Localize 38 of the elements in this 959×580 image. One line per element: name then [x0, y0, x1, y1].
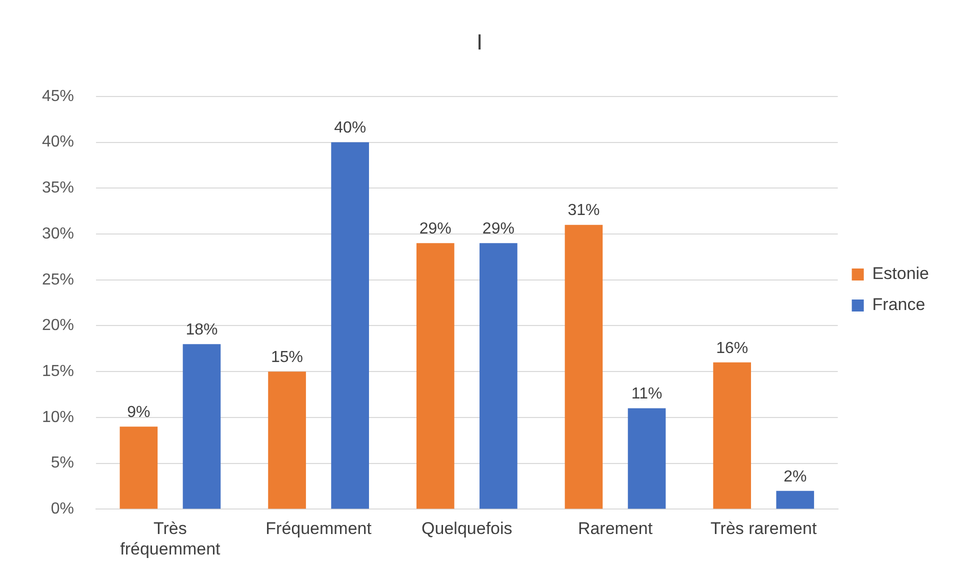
y-tick-label: 0% [50, 500, 74, 518]
bar [713, 362, 752, 509]
chart-title: I [476, 29, 483, 54]
x-tick-label: Quelquefois [422, 519, 512, 538]
y-tick-label: 15% [42, 363, 74, 380]
legend-label: Estonie [872, 264, 929, 284]
y-tick-label: 35% [42, 180, 74, 197]
data-label: 31% [568, 202, 600, 220]
y-tick-label: 10% [42, 408, 74, 426]
bar [480, 243, 518, 509]
data-label: 2% [784, 468, 807, 486]
data-label: 15% [271, 349, 304, 366]
y-tick-label: 25% [42, 271, 74, 288]
bar [182, 344, 221, 509]
bar [564, 224, 603, 509]
x-tick-label: Très fréquemment [120, 519, 221, 558]
y-tick-label: 5% [50, 454, 74, 472]
legend-label: France [872, 295, 926, 314]
data-label: 29% [482, 220, 514, 238]
data-label: 9% [127, 404, 150, 422]
y-tick-label: 40% [42, 134, 74, 151]
data-label: 11% [631, 386, 662, 403]
data-label: 18% [186, 321, 218, 338]
bar [331, 142, 369, 509]
data-label: 40% [334, 120, 366, 137]
bar [120, 426, 158, 509]
x-tick-label: Fréquemment [266, 519, 372, 538]
data-label: 16% [716, 340, 748, 357]
x-tick-label: Très rarement [710, 519, 817, 538]
bar [268, 372, 306, 509]
y-tick-label: 30% [42, 225, 74, 242]
bar [628, 408, 666, 509]
x-tick-label: Rarement [578, 519, 653, 538]
y-tick-label: 20% [42, 317, 74, 334]
bar [776, 490, 814, 509]
bar [416, 243, 454, 509]
y-tick-label: 45% [42, 88, 74, 105]
data-label: 29% [419, 220, 452, 238]
